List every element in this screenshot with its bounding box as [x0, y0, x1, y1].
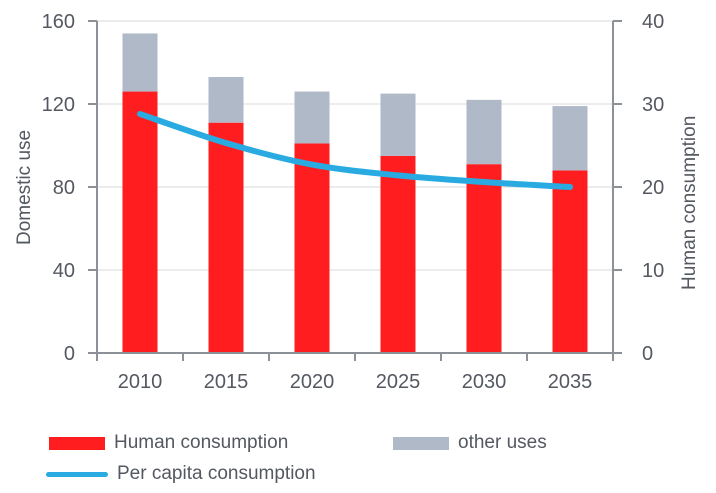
bar-other-uses — [552, 106, 588, 171]
bar-human-consumption — [294, 143, 330, 353]
x-tick-label: 2010 — [118, 371, 163, 393]
right-tick-label: 30 — [642, 94, 664, 116]
bar-human-consumption — [552, 170, 588, 353]
x-tick-label: 2035 — [548, 371, 593, 393]
bar-other-uses — [208, 77, 244, 123]
right-tick-label: 40 — [642, 11, 664, 33]
left-axis-title: Domestic use — [14, 129, 35, 245]
right-axis-title: Human consumption — [679, 115, 700, 290]
left-tick-label: 0 — [64, 343, 75, 365]
x-tick-label: 2025 — [376, 371, 421, 393]
left-tick-label: 160 — [42, 11, 75, 33]
line-per-capita — [137, 110, 573, 190]
bar-other-uses — [294, 91, 330, 144]
legend-swatch-other-uses-icon — [393, 436, 449, 450]
bar-other-uses — [466, 99, 502, 165]
legend-label-human-consumption: Human consumption — [114, 432, 289, 453]
bar-other-uses — [122, 33, 158, 92]
legend-item-other-uses: other uses — [393, 432, 547, 454]
bar-other-uses — [380, 93, 416, 156]
bar-human-consumption — [122, 91, 158, 354]
legend-item-human-consumption: Human consumption — [49, 432, 288, 454]
legend-swatch-per-capita-icon — [46, 471, 108, 477]
x-tick-label: 2020 — [290, 371, 335, 393]
x-tick-label: 2030 — [462, 371, 507, 393]
x-tick-label: 2015 — [204, 371, 249, 393]
legend-swatch-human-consumption-icon — [49, 436, 105, 450]
legend-item-per-capita: Per capita consumption — [46, 463, 316, 485]
right-tick-label: 20 — [642, 177, 664, 199]
right-tick-label: 0 — [642, 343, 653, 365]
bar-human-consumption — [380, 155, 416, 353]
bar-human-consumption — [466, 164, 502, 353]
left-tick-label: 40 — [53, 260, 75, 282]
legend-label-other-uses: other uses — [458, 432, 547, 453]
left-tick-label: 80 — [53, 177, 75, 199]
right-tick-label: 10 — [642, 260, 664, 282]
bar-human-consumption — [208, 122, 244, 353]
left-tick-label: 120 — [42, 94, 75, 116]
legend-label-per-capita: Per capita consumption — [117, 463, 316, 484]
